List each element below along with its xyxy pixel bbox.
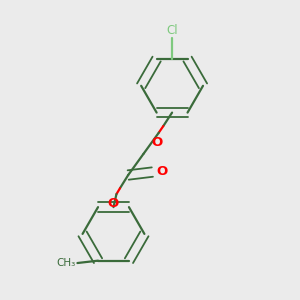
Text: CH₃: CH₃ bbox=[56, 258, 76, 268]
Text: O: O bbox=[108, 197, 119, 210]
Text: O: O bbox=[156, 165, 167, 178]
Text: Cl: Cl bbox=[166, 24, 178, 37]
Text: O: O bbox=[152, 136, 163, 149]
